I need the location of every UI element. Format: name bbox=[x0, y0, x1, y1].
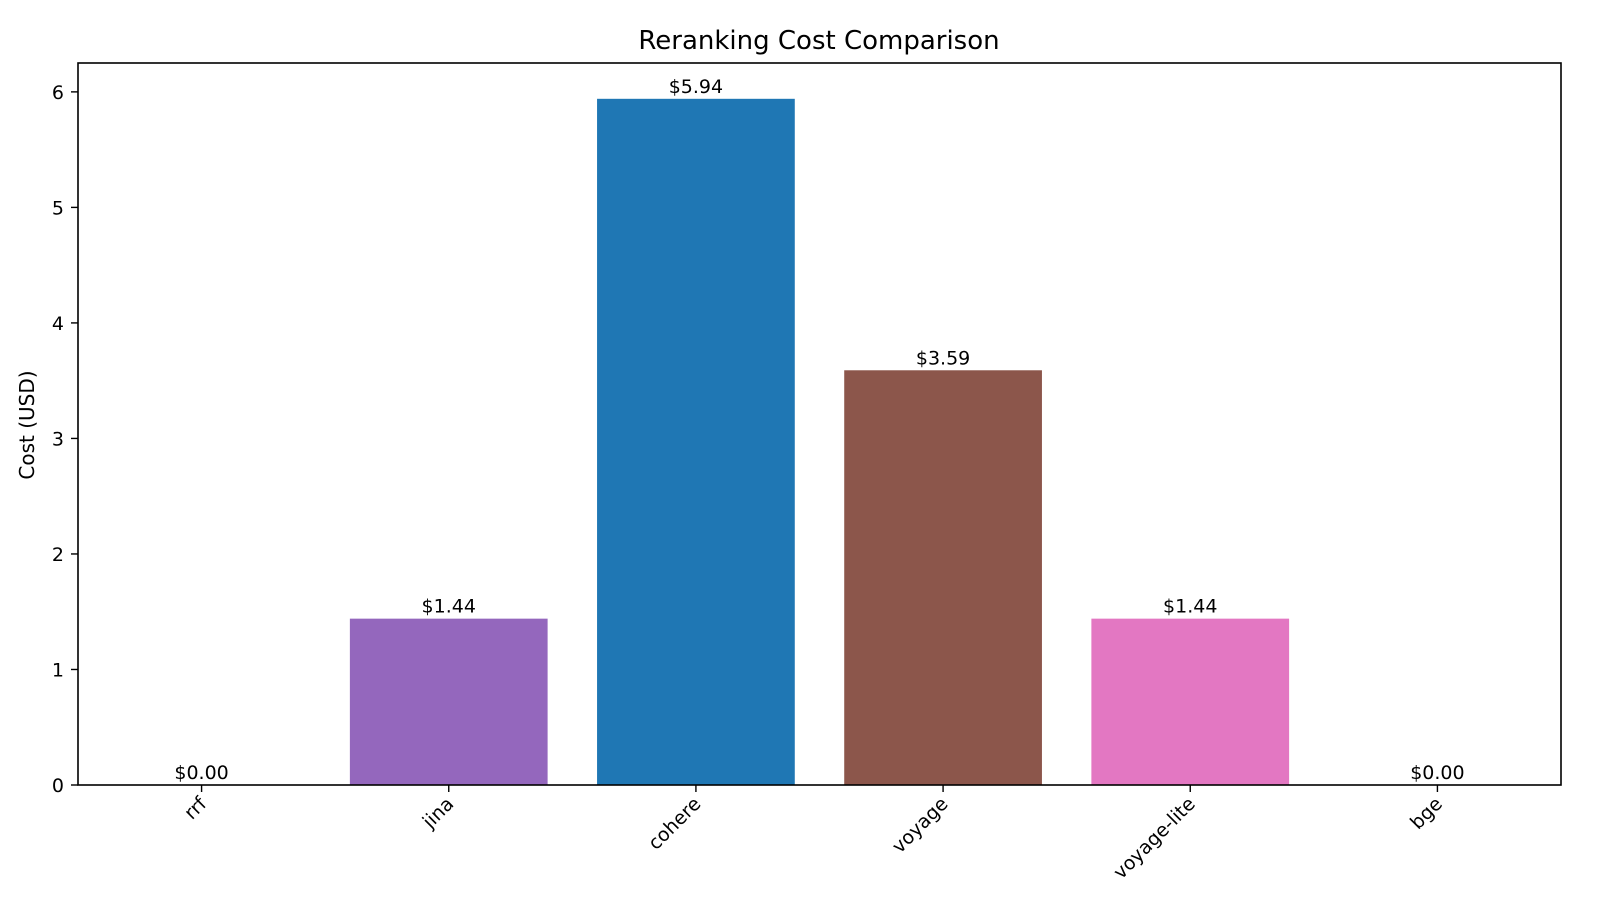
data-label-cohere: $5.94 bbox=[669, 76, 723, 98]
data-label-voyage-lite: $1.44 bbox=[1163, 596, 1217, 618]
x-tick-label-voyage: voyage bbox=[888, 793, 953, 858]
y-tick-label: 2 bbox=[52, 544, 64, 566]
data-label-bge: $0.00 bbox=[1410, 762, 1464, 784]
y-tick-label: 5 bbox=[52, 197, 64, 219]
y-axis-label: Cost (USD) bbox=[15, 370, 39, 479]
chart-title: Reranking Cost Comparison bbox=[638, 26, 999, 56]
y-tick-label: 0 bbox=[52, 775, 64, 797]
x-tick-label-bge: bge bbox=[1406, 793, 1447, 834]
plot-area: $0.00 $1.44 $5.94 $3.59 $1.44 $0.00 0 1 2 3 4 5 6 rrf… bbox=[52, 62, 1562, 884]
plot-frame bbox=[77, 62, 1562, 786]
y-tick-label: 6 bbox=[52, 82, 64, 104]
bar-jina bbox=[349, 618, 548, 785]
bar-cohere bbox=[597, 98, 795, 785]
x-tick-label-cohere: cohere bbox=[644, 793, 705, 854]
y-tick-label: 3 bbox=[52, 428, 64, 450]
x-tick-label-voyage-lite: voyage-lite bbox=[1109, 793, 1200, 884]
x-tick-label-jina: jina bbox=[418, 793, 458, 833]
y-tick-label: 4 bbox=[52, 313, 64, 335]
bar-voyage-lite bbox=[1091, 618, 1290, 785]
x-tick-label-rrf: rrf bbox=[180, 792, 212, 824]
data-label-rrf: $0.00 bbox=[174, 762, 228, 784]
bar-voyage bbox=[844, 370, 1042, 785]
data-label-jina: $1.44 bbox=[422, 596, 476, 618]
y-tick-label: 1 bbox=[52, 659, 64, 681]
data-label-voyage: $3.59 bbox=[916, 347, 970, 369]
